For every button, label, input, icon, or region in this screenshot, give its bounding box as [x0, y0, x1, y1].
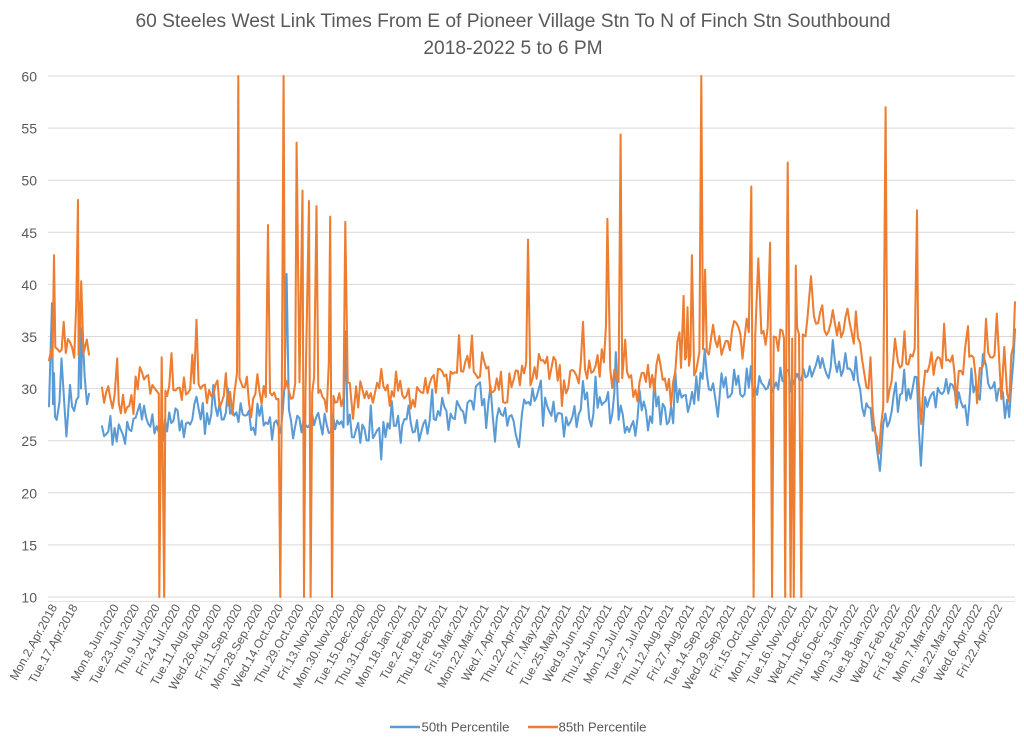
svg-text:55: 55 — [21, 121, 37, 137]
svg-text:35: 35 — [21, 329, 37, 345]
svg-text:60 Steeles West Link Times Fro: 60 Steeles West Link Times From E of Pio… — [135, 11, 890, 32]
svg-text:60: 60 — [21, 69, 37, 85]
svg-text:50: 50 — [21, 173, 37, 189]
svg-text:10: 10 — [21, 590, 37, 606]
svg-text:85th Percentile: 85th Percentile — [559, 720, 647, 735]
svg-text:40: 40 — [21, 277, 37, 293]
svg-text:50th Percentile: 50th Percentile — [422, 720, 510, 735]
svg-text:30: 30 — [21, 381, 37, 397]
svg-text:45: 45 — [21, 225, 37, 241]
svg-text:15: 15 — [21, 537, 37, 553]
svg-text:25: 25 — [21, 433, 37, 449]
svg-text:20: 20 — [21, 485, 37, 501]
svg-text:2018-2022 5 to 6 PM: 2018-2022 5 to 6 PM — [423, 38, 602, 59]
